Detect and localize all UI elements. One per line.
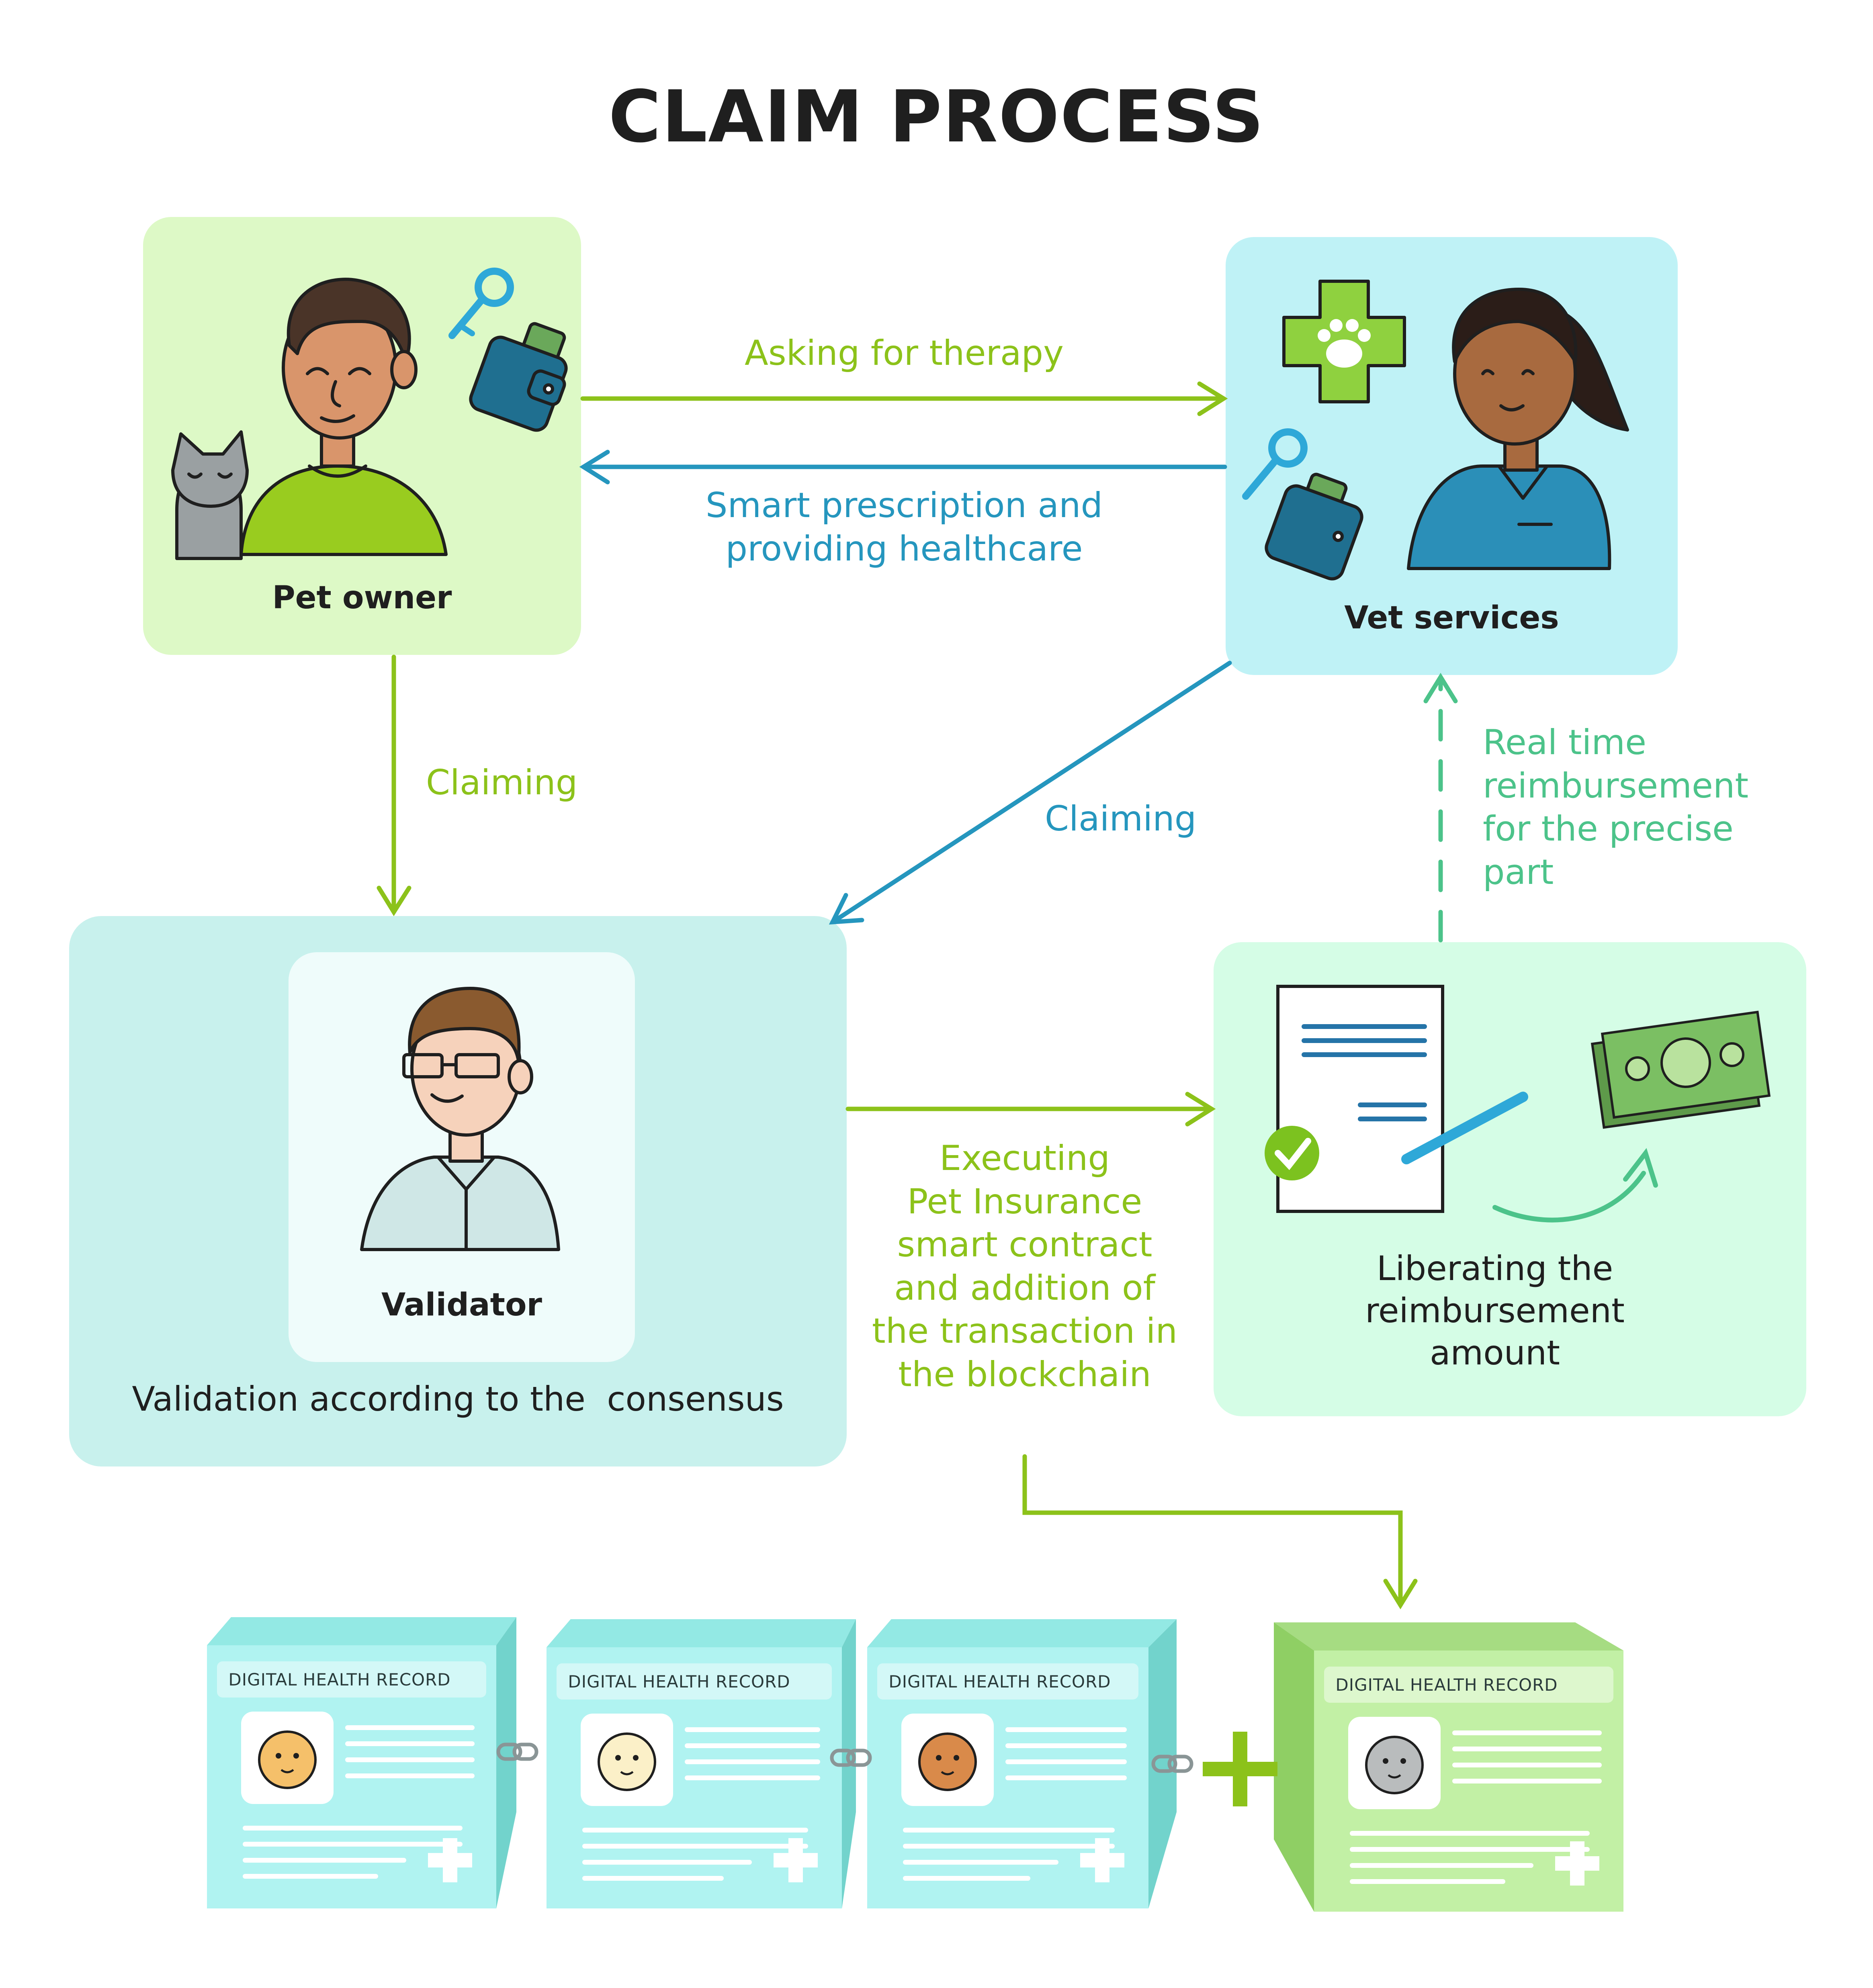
edge-label-claiming-owner: Claiming (426, 763, 578, 803)
chain-link-icon (830, 1749, 872, 1767)
block-1-header: DIGITAL HEALTH RECORD (228, 1670, 451, 1689)
block-1 (207, 1617, 516, 1908)
block-3-header: DIGITAL HEALTH RECORD (888, 1672, 1111, 1691)
block-2 (547, 1619, 856, 1908)
pet-owner-label: Pet owner (272, 580, 452, 616)
executing-line-5: the transaction in (872, 1311, 1178, 1351)
blockchain-blocks (207, 1617, 1623, 1912)
money-icon (1591, 1010, 1771, 1129)
edge-claiming-vet (829, 661, 1232, 925)
edge-label-executing: Executing Pet Insurance smart contract a… (844, 1137, 1206, 1396)
executing-line-6: the blockchain (898, 1354, 1151, 1395)
block-2-header: DIGITAL HEALTH RECORD (568, 1672, 790, 1691)
chain-link-icon (1151, 1755, 1193, 1773)
realtime-line-1: Real time (1483, 722, 1647, 763)
plus-icon (1203, 1732, 1277, 1806)
prescription-line-2: providing healthcare (725, 528, 1083, 569)
check-icon (1265, 1126, 1319, 1180)
block-4-header: DIGITAL HEALTH RECORD (1335, 1675, 1558, 1695)
medical-cross-icon (428, 1838, 472, 1882)
prescription-line-1: Smart prescription and (705, 485, 1103, 526)
page-title: CLAIM PROCESS (608, 75, 1265, 158)
medical-cross-icon (1555, 1841, 1599, 1886)
reimbursement-line-2: reimbursement (1365, 1291, 1625, 1330)
reimbursement-label: Liberating the reimbursement amount (1294, 1248, 1696, 1374)
dog-icon (258, 1730, 317, 1789)
pet-owner-illustration (171, 268, 568, 560)
chain-link-icon (496, 1743, 538, 1761)
realtime-line-4: part (1483, 852, 1554, 892)
reimbursement-line-3: amount (1429, 1333, 1560, 1372)
reimbursement-illustration (1265, 985, 1771, 1223)
bulldog-icon (918, 1732, 977, 1791)
edge-to-blockchain (1022, 1454, 1418, 1610)
executing-line-2: Pet Insurance (907, 1181, 1142, 1222)
executing-line-3: smart contract (897, 1225, 1152, 1265)
validation-note: Validation according to the consensus (132, 1379, 784, 1419)
validator-illustration (360, 987, 560, 1251)
pen-icon (1401, 1092, 1528, 1164)
edge-label-asking: Asking for therapy (744, 333, 1064, 373)
edge-claiming-owner (377, 654, 411, 916)
realtime-line-3: for the precise (1483, 809, 1734, 849)
vet-services-label: Vet services (1344, 600, 1559, 636)
puppy-icon (598, 1732, 656, 1791)
block-3 (867, 1619, 1177, 1908)
cat-icon (1365, 1736, 1424, 1794)
executing-line-1: Executing (940, 1138, 1110, 1178)
edge-label-realtime: Real time reimbursement for the precise … (1483, 721, 1844, 894)
edge-realtime (1423, 673, 1458, 943)
medical-cross-icon (774, 1838, 818, 1882)
validator-label: Validator (381, 1287, 542, 1323)
edge-executing (845, 1092, 1216, 1127)
medical-cross-icon (1080, 1838, 1124, 1882)
executing-line-4: and addition of (894, 1268, 1155, 1308)
edge-smart-prescription (579, 450, 1227, 485)
edge-asking-for-therapy (580, 381, 1228, 416)
block-4 (1274, 1622, 1623, 1912)
reimbursement-line-1: Liberating the (1376, 1249, 1613, 1288)
edge-label-prescription: Smart prescription and providing healthc… (603, 484, 1206, 571)
edge-label-claiming-vet: Claiming (1045, 799, 1197, 839)
vet-illustration (1242, 280, 1629, 581)
realtime-line-2: reimbursement (1483, 765, 1749, 806)
